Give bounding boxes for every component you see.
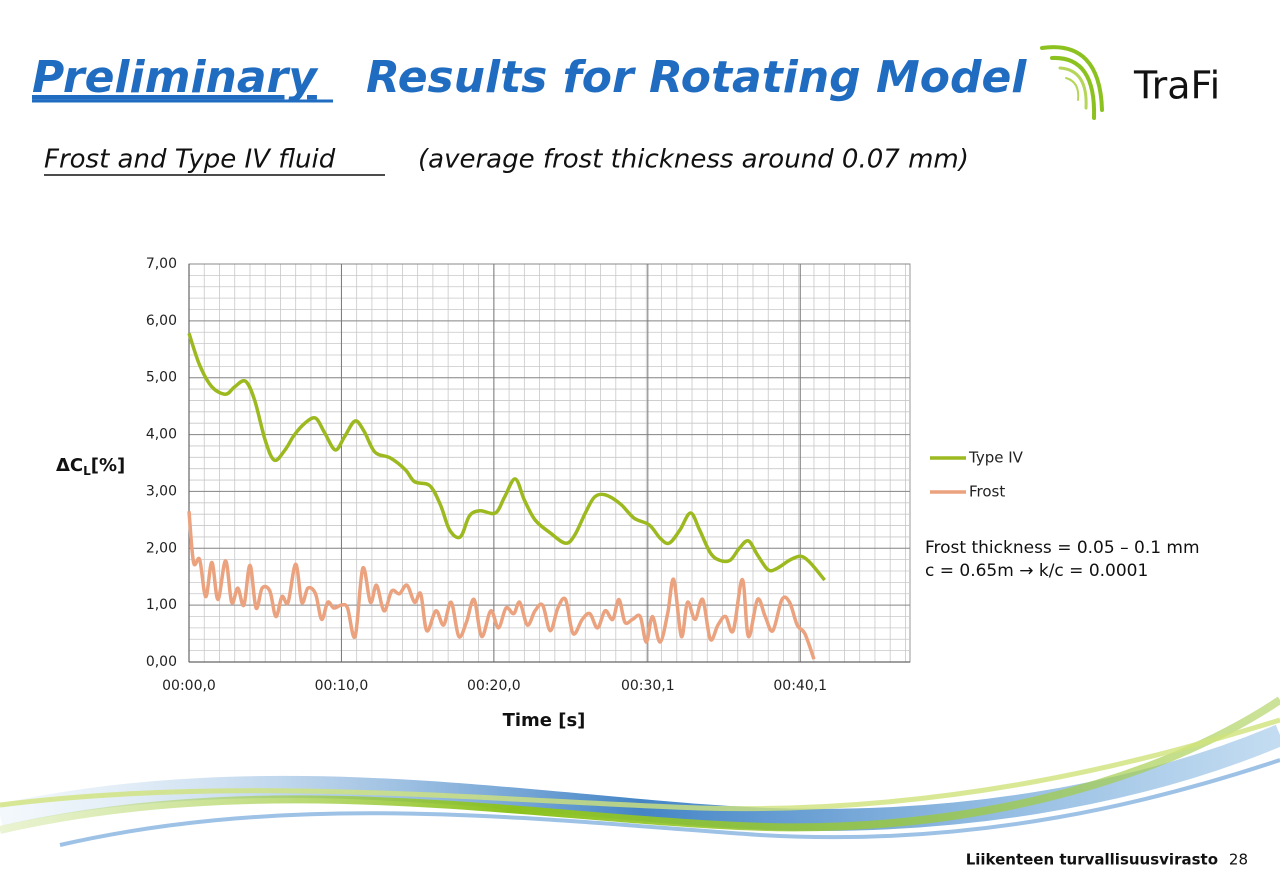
legend-label: Type IV [968,449,1024,467]
subtitle: (average frost thickness around 0.07 mm) [418,145,969,175]
x-tick-label: 00:00,0 [162,678,216,694]
page-number: 28 [1229,851,1248,869]
x-tick-label: 00:40,1 [773,678,827,694]
plot-area [188,263,911,663]
y-label-subscript: L [83,464,91,478]
data-line [187,332,826,582]
x-axis-label: Time [s] [503,710,586,731]
y-tick-label: 0,00 [146,654,177,670]
logo-arcs [1040,45,1104,120]
y-tick-label: 1,00 [146,597,177,613]
data-line [187,511,816,660]
y-tick-label: 4,00 [146,427,177,443]
y-tick-label: 2,00 [146,540,177,556]
y-label-main: ΔC [56,455,83,476]
y-label-suffix: [%] [91,455,126,476]
y-tick-label: 7,00 [146,256,177,272]
y-tick-label: 6,00 [146,313,177,329]
title: Results for Rotating Model [366,52,1027,103]
annotation: c = 0.65m → k/c = 0.0001 [925,561,1148,581]
decorative-waves [0,696,1280,847]
y-tick-label: 3,00 [146,483,177,499]
legend-label: Frost [969,483,1005,501]
title-underlined: Preliminary [32,52,319,103]
x-tick-label: 00:20,0 [467,678,521,694]
annotation: Frost thickness = 0.05 – 0.1 mm [925,538,1200,558]
logo-text: TraFi [1133,64,1220,108]
subtitle-underlined: Frost and Type IV fluid [44,145,336,175]
y-tick-label: 5,00 [146,370,177,386]
footer-organization: Liikenteen turvallisuusvirasto [966,851,1218,869]
y-axis-label: ΔCL[%] [56,455,125,478]
x-tick-label: 00:10,0 [315,678,369,694]
x-tick-label: 00:30,1 [621,678,675,694]
